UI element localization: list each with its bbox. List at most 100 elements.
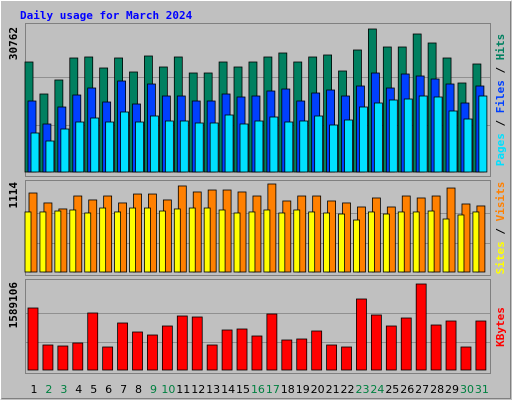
bar xyxy=(218,209,226,273)
bar xyxy=(27,307,39,371)
y-tick-label: 1589106 xyxy=(7,282,20,329)
bar xyxy=(415,283,427,371)
bar xyxy=(236,328,248,371)
bar xyxy=(418,95,428,173)
legend: Sites / Visits xyxy=(494,182,507,275)
legend-separator: / xyxy=(494,67,507,74)
bar xyxy=(179,120,189,173)
legend-entry: Sites xyxy=(494,241,507,274)
bar xyxy=(90,117,100,173)
bar xyxy=(472,211,480,273)
bar xyxy=(460,346,472,371)
chart-title: Daily usage for March 2024 xyxy=(20,9,193,22)
bar xyxy=(39,211,47,273)
x-tick-label: 21 xyxy=(326,383,340,396)
legend-entry: Visits xyxy=(494,182,507,222)
bar xyxy=(248,211,256,273)
bar xyxy=(209,122,219,173)
bar xyxy=(299,120,309,173)
legend-entry: Files xyxy=(494,80,507,113)
x-tick-label: 13 xyxy=(206,383,220,396)
bar xyxy=(281,339,293,371)
x-tick-label: 29 xyxy=(445,383,459,396)
bar xyxy=(475,320,487,371)
bar xyxy=(373,102,383,173)
x-tick-label: 18 xyxy=(281,383,295,396)
bar xyxy=(412,211,420,273)
x-tick-label: 6 xyxy=(105,383,112,396)
bar xyxy=(433,96,443,173)
bar xyxy=(263,209,271,273)
bar xyxy=(397,211,405,273)
legend: KBytes xyxy=(494,307,507,347)
x-tick-label: 9 xyxy=(150,383,157,396)
bar xyxy=(45,140,55,173)
bar xyxy=(132,331,143,371)
bar xyxy=(135,121,144,173)
legend-entry: KBytes xyxy=(494,307,507,347)
x-tick-label: 31 xyxy=(475,383,489,396)
bar xyxy=(114,211,121,273)
bar xyxy=(388,99,398,173)
bar xyxy=(221,329,233,371)
x-tick-label: 8 xyxy=(135,383,142,396)
bar xyxy=(445,320,457,371)
y-tick-label: 30762 xyxy=(7,27,20,60)
y-tick-label: 1114 xyxy=(7,182,20,209)
x-tick-label: 23 xyxy=(355,383,369,396)
bar xyxy=(442,218,450,273)
x-tick-label: 22 xyxy=(341,383,355,396)
bar xyxy=(24,211,32,273)
bar xyxy=(266,313,278,371)
bar xyxy=(311,330,323,371)
x-tick-label: 15 xyxy=(236,383,250,396)
x-tick-label: 26 xyxy=(400,383,414,396)
bar xyxy=(463,118,473,173)
x-tick-label: 27 xyxy=(415,383,429,396)
bar xyxy=(191,316,203,371)
x-tick-label: 11 xyxy=(176,383,190,396)
bar xyxy=(233,212,241,273)
bar xyxy=(203,207,211,273)
bar xyxy=(69,209,77,273)
bar xyxy=(30,132,40,173)
bar xyxy=(323,212,331,273)
bar xyxy=(382,213,390,273)
bar xyxy=(206,344,218,371)
x-tick-label: 1 xyxy=(31,383,38,396)
bar xyxy=(284,121,294,173)
bar xyxy=(72,342,84,371)
bar xyxy=(188,207,196,273)
x-tick-label: 28 xyxy=(430,383,444,396)
bar xyxy=(75,121,85,173)
bar xyxy=(176,315,188,371)
bar xyxy=(293,209,301,273)
bar xyxy=(173,208,181,273)
bar xyxy=(341,346,352,371)
x-tick-label: 25 xyxy=(385,383,399,396)
bar xyxy=(105,121,115,173)
bar xyxy=(338,213,345,273)
x-tick-label: 12 xyxy=(191,383,205,396)
x-tick-label: 20 xyxy=(311,383,325,396)
bar xyxy=(54,210,62,273)
bar xyxy=(448,110,458,173)
bar xyxy=(158,210,166,273)
legend-separator: / xyxy=(494,120,507,127)
bar xyxy=(329,124,339,173)
bar xyxy=(57,345,69,371)
bar xyxy=(427,210,435,273)
x-tick-label: 17 xyxy=(266,383,280,396)
bar xyxy=(385,325,397,371)
x-tick-label: 3 xyxy=(60,383,67,396)
bar xyxy=(308,211,316,273)
bar xyxy=(84,212,92,273)
bar xyxy=(457,214,465,273)
bar xyxy=(251,335,263,371)
legend-entry: Pages xyxy=(494,133,507,166)
bar xyxy=(87,312,99,371)
x-tick-label: 24 xyxy=(370,383,384,396)
bar xyxy=(278,212,286,273)
